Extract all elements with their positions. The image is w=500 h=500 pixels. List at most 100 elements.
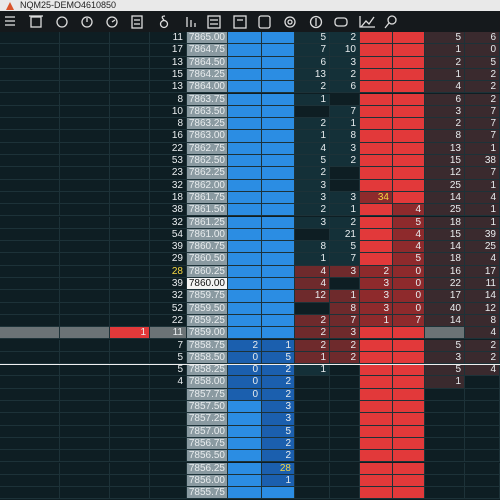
empty-cell [0, 450, 60, 463]
delta-button[interactable] [159, 15, 169, 29]
volume: 54 [150, 228, 187, 242]
session-buy: 4 [465, 191, 500, 205]
empty-cell [228, 93, 262, 106]
buy-volume: 3 [330, 142, 360, 155]
empty-cell [393, 44, 425, 57]
bid-orders: 2 [262, 437, 295, 451]
volume: 28 [150, 265, 187, 278]
depth-button[interactable] [207, 15, 221, 29]
empty-cell [360, 339, 393, 352]
empty-cell [262, 228, 295, 242]
empty-cell [393, 105, 425, 119]
empty-cell [360, 241, 393, 254]
empty-cell [393, 155, 425, 168]
link-button[interactable] [334, 17, 348, 27]
price: 7857.50 [187, 401, 228, 414]
volume: 5 [150, 364, 187, 377]
pnl-button[interactable] [309, 15, 323, 29]
empty-cell [60, 44, 110, 57]
sell-volume: 3 [295, 191, 330, 205]
empty-cell [0, 314, 60, 328]
empty-cell [262, 314, 295, 328]
empty-cell [110, 290, 150, 303]
session-buy: 1 [465, 204, 500, 217]
ask-orders: 0 [393, 278, 425, 291]
sell-volume: 2 [295, 167, 330, 180]
session-buy: 25 [465, 241, 500, 254]
empty-cell [228, 118, 262, 131]
empty-cell [393, 179, 425, 192]
empty-cell [0, 413, 60, 426]
empty-cell [360, 487, 393, 500]
clear-button[interactable] [29, 15, 43, 28]
session-sell: 1 [425, 376, 465, 389]
search-button[interactable] [384, 15, 397, 29]
ask-size: 3 [360, 290, 393, 303]
empty-cell [0, 364, 60, 377]
timer-button[interactable] [106, 16, 118, 28]
sell-volume: 5 [295, 32, 330, 45]
empty-cell [150, 487, 187, 500]
empty-cell [262, 118, 295, 131]
empty-cell [295, 401, 330, 414]
empty-cell [262, 68, 295, 82]
volume: 13 [150, 81, 187, 94]
reset-button[interactable] [81, 16, 93, 28]
checklist-button[interactable] [131, 15, 143, 29]
empty-cell [295, 388, 330, 401]
session-sell: 1 [425, 68, 465, 82]
session-buy: 38 [465, 155, 500, 168]
session-sell: 3 [425, 351, 465, 365]
empty-cell [360, 155, 393, 168]
session-sell: 13 [425, 142, 465, 155]
empty-cell [425, 487, 465, 500]
price: 7864.75 [187, 44, 228, 57]
empty-cell [0, 44, 60, 57]
volume: 23 [150, 167, 187, 180]
price: 7855.75 [187, 487, 228, 500]
menu-button[interactable] [5, 16, 15, 26]
empty-cell [262, 32, 295, 45]
empty-cell [110, 351, 150, 365]
bid-orders: 5 [262, 425, 295, 438]
session-buy: 2 [465, 339, 500, 352]
empty-cell [150, 450, 187, 463]
empty-cell [228, 437, 262, 451]
session-buy: 2 [465, 68, 500, 82]
empty-cell [0, 191, 60, 205]
ask-size: 3 [360, 302, 393, 315]
sell-volume: 2 [295, 339, 330, 352]
settings-button[interactable] [284, 16, 296, 28]
buy-volume: 3 [330, 56, 360, 69]
buy-volume: 5 [330, 241, 360, 254]
empty-cell [60, 364, 110, 377]
sell-volume: 1 [295, 130, 330, 143]
ask-size: 3 [360, 278, 393, 291]
buy-volume: 1 [330, 204, 360, 217]
empty-cell [465, 437, 500, 451]
info-button[interactable] [233, 15, 247, 29]
price: 7862.50 [187, 155, 228, 168]
empty-cell [330, 450, 360, 463]
notes-button[interactable] [258, 15, 271, 29]
empty-cell [60, 56, 110, 69]
empty-cell [228, 278, 262, 291]
empty-cell [262, 487, 295, 500]
empty-cell [360, 130, 393, 143]
bid-size: 2 [228, 339, 262, 352]
empty-cell [228, 462, 262, 475]
empty-cell [425, 413, 465, 426]
bid-orders: 28 [262, 462, 295, 475]
price: 7863.25 [187, 118, 228, 131]
refresh-button[interactable] [56, 16, 68, 28]
session-buy: 5 [465, 56, 500, 69]
empty-cell [393, 388, 425, 401]
session-sell: 15 [425, 228, 465, 242]
empty-cell [262, 179, 295, 192]
volume: 4 [150, 376, 187, 389]
buy-volume: 21 [330, 228, 360, 242]
volume-button[interactable] [186, 17, 196, 27]
empty-cell [425, 388, 465, 401]
chart-button[interactable] [359, 16, 375, 28]
empty-cell [60, 327, 110, 340]
